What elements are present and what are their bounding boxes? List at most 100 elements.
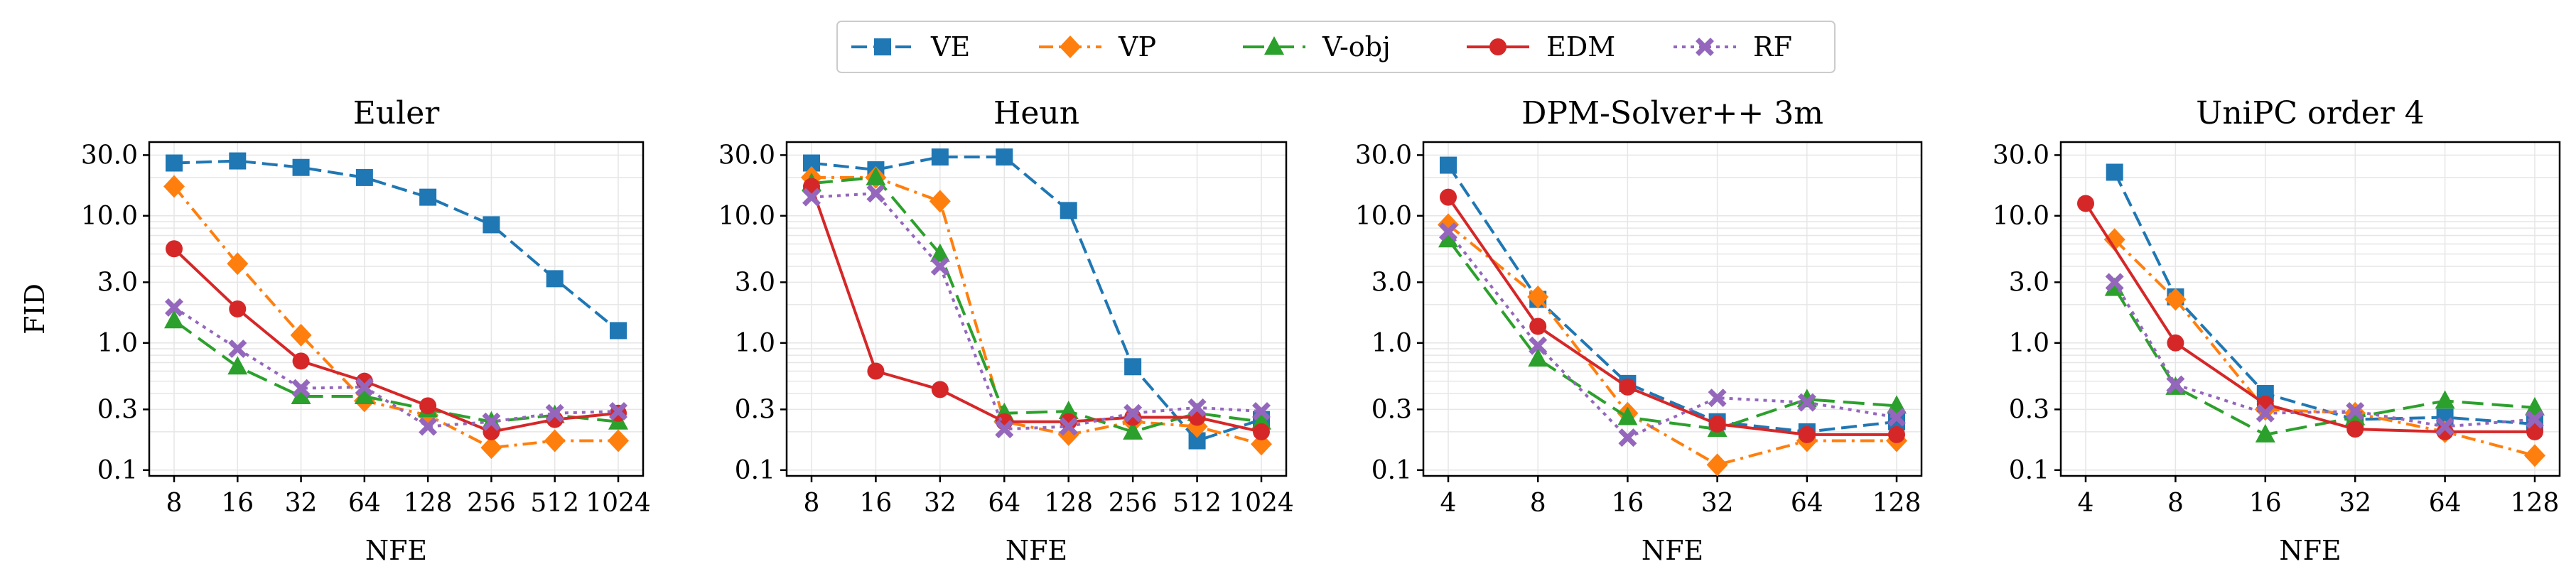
- data-point-vp: [1527, 286, 1549, 309]
- data-point-rf: [355, 377, 374, 396]
- series-line-rf: [2113, 281, 2535, 428]
- data-point-vp: [227, 252, 249, 276]
- y-tick-label: 0.3: [735, 395, 775, 424]
- data-point-rf: [1059, 417, 1078, 436]
- data-point-vp: [290, 323, 312, 347]
- data-point-rf: [482, 412, 501, 431]
- data-point-vp: [2165, 288, 2187, 311]
- x-tick-label: 256: [467, 489, 516, 518]
- data-point-edm: [1529, 318, 1547, 335]
- data-point-ve: [419, 188, 437, 206]
- data-point-edm: [229, 300, 247, 318]
- data-point-ve: [166, 154, 183, 172]
- data-point-rf: [545, 403, 564, 423]
- x-tick-label: 32: [924, 489, 956, 518]
- data-point-vp: [1706, 453, 1728, 477]
- data-point-vp: [1438, 213, 1459, 237]
- data-point-v-obj: [1438, 229, 1458, 248]
- data-point-vp: [929, 190, 951, 213]
- axes-frame: [2059, 141, 2561, 477]
- data-point-rf: [1887, 408, 1906, 427]
- data-point-ve: [355, 168, 373, 186]
- x-tick-label: 128: [1872, 489, 1922, 518]
- x-axis-label: NFE: [1642, 535, 1703, 566]
- series-edm: [2077, 195, 2543, 440]
- data-point-edm: [1440, 188, 1457, 206]
- subplots: 0.10.31.03.010.030.08 16 32 64 128 256 512 1024…: [19, 95, 2561, 566]
- legend-entry-vp: VP: [1039, 31, 1156, 63]
- x-tick-label: 32: [1701, 489, 1734, 518]
- data-point-edm: [1798, 425, 1816, 443]
- data-point-edm: [1060, 413, 1077, 430]
- y-tick-label: 3.0: [735, 268, 775, 297]
- data-point-v-obj: [1058, 401, 1079, 420]
- data-point-v-obj: [354, 386, 374, 405]
- data-point-rf: [1529, 336, 1548, 355]
- subplot-title: Euler: [353, 95, 441, 131]
- series-rf: [1439, 222, 1906, 447]
- y-tick-label: 0.3: [1371, 395, 1412, 424]
- legend-marker-vp: [1060, 36, 1081, 58]
- data-point-v-obj: [1528, 348, 1548, 367]
- subplot-unipc-order-4: 0.1 0.3 1.0 3.0 10.0 30.0 4 8 16 32 64 128 UniPC ord…: [1993, 95, 2561, 566]
- data-point-ve: [546, 270, 564, 288]
- data-point-rf: [2166, 375, 2185, 394]
- x-tick-label: 8: [166, 489, 183, 518]
- y-tick-label: 3.0: [97, 268, 138, 297]
- data-point-rf: [2526, 410, 2544, 429]
- data-point-v-obj: [929, 243, 950, 262]
- y-tick-label: 0.3: [97, 395, 138, 424]
- data-point-rf: [1439, 222, 1457, 242]
- data-point-rf: [1187, 398, 1207, 417]
- x-tick-label: 64: [2429, 489, 2462, 518]
- legend-frame: [836, 21, 1836, 73]
- y-tick-label: 3.0: [2009, 268, 2049, 297]
- data-point-v-obj: [291, 386, 311, 405]
- x-axis-label: NFE: [365, 535, 427, 566]
- series-line-edm: [2084, 202, 2535, 433]
- data-point-ve: [610, 322, 627, 340]
- legend: VE VP V-obj EDM RF: [836, 21, 1836, 73]
- x-tick-label: 64: [348, 489, 381, 518]
- axes-frame: [1422, 141, 1923, 477]
- series-line-rf: [173, 306, 619, 428]
- data-point-ve: [996, 148, 1013, 166]
- data-point-edm: [292, 352, 310, 370]
- series-ve: [1440, 156, 1905, 440]
- y-tick-label: 0.1: [97, 456, 138, 485]
- x-tick-label: 8: [1530, 489, 1546, 518]
- series-vp: [1438, 213, 1907, 477]
- data-point-v-obj: [164, 310, 184, 329]
- data-point-rf: [1797, 393, 1816, 412]
- data-point-rf: [1123, 403, 1143, 423]
- y-axis-label: FID: [19, 283, 50, 335]
- subplot-title: DPM-Solver++ 3m: [1521, 95, 1823, 131]
- data-point-vp: [544, 429, 566, 452]
- x-tick-label: 128: [404, 489, 453, 518]
- data-point-edm: [2526, 423, 2543, 440]
- x-tick-label: 1024: [586, 489, 651, 518]
- x-tick-label: 16: [2249, 489, 2282, 518]
- data-point-ve: [1124, 358, 1142, 376]
- data-point-edm: [1619, 378, 1637, 396]
- series-edm: [1440, 188, 1905, 443]
- x-tick-label: 16: [221, 489, 254, 518]
- data-point-rf: [609, 402, 627, 421]
- series-line-v-obj: [173, 319, 619, 423]
- data-point-ve: [931, 148, 949, 166]
- subplot-title: Heun: [993, 95, 1079, 131]
- y-tick-label: 30.0: [81, 141, 138, 170]
- x-tick-label: 512: [1173, 489, 1222, 518]
- legend-marker-v-obj: [1264, 36, 1284, 55]
- data-point-v-obj: [1796, 389, 1817, 408]
- legend-label-vp: VP: [1118, 31, 1156, 63]
- data-point-v-obj: [2525, 396, 2545, 416]
- series-line-ve: [173, 159, 620, 332]
- series-line-edm: [173, 247, 619, 433]
- x-tick-label: 8: [2167, 489, 2184, 518]
- y-tick-label: 10.0: [81, 202, 138, 231]
- legend-marker-ve: [874, 38, 891, 55]
- data-point-edm: [2077, 195, 2094, 212]
- data-point-rf: [2435, 417, 2454, 436]
- x-tick-label: 128: [1044, 489, 1093, 518]
